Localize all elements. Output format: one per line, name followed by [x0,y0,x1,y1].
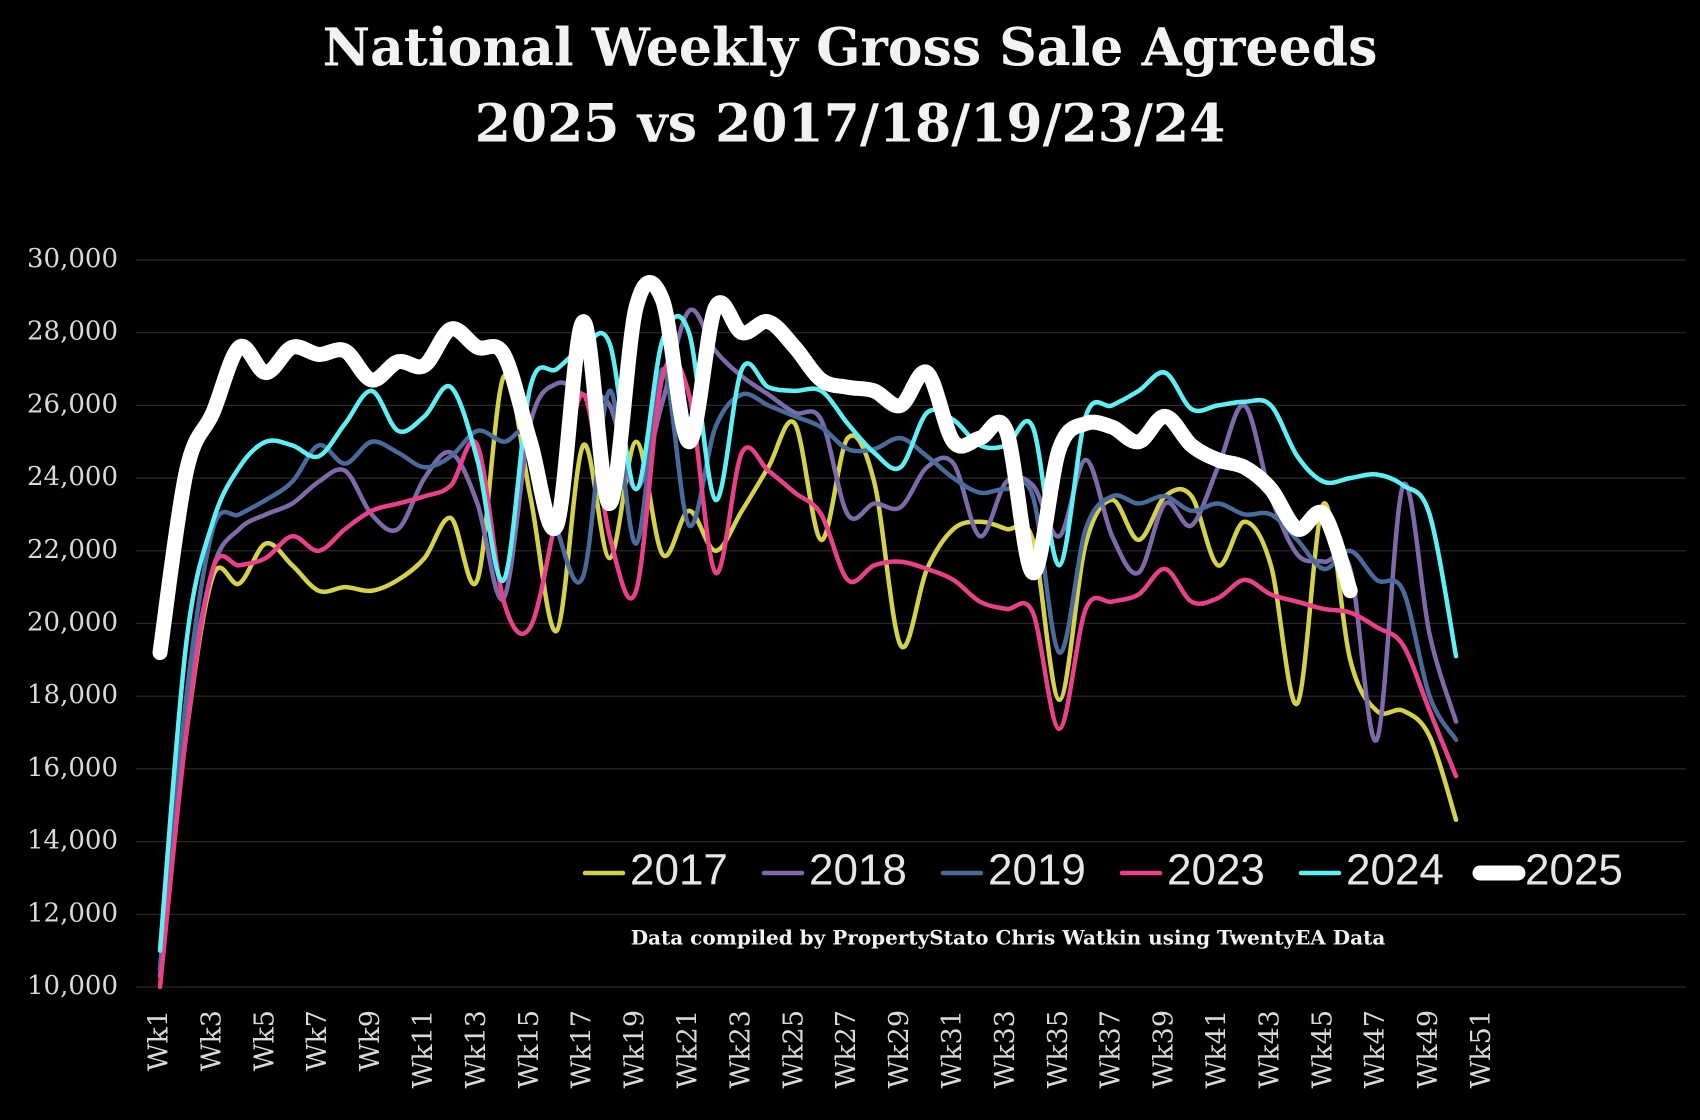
legend-label: 2017 [630,846,728,895]
x-tick-label: Wk25 [778,1010,809,1088]
x-tick-label: Wk41 [1202,1010,1233,1088]
legend-label: 2018 [809,846,907,895]
x-tick-label: Wk51 [1466,1010,1497,1088]
legend-label: 2024 [1346,846,1444,895]
chart-subtitle: 2025 vs 2017/18/19/23/24 [475,94,1226,155]
chart-title: National Weekly Gross Sale Agreeds [323,18,1378,79]
x-tick-label: Wk29 [884,1010,915,1088]
series-line [157,313,1459,953]
y-tick-label: 10,000 [27,971,118,1001]
y-tick-label: 12,000 [27,898,118,928]
y-tick-label: 30,000 [27,244,118,274]
x-tick-label: Wk47 [1360,1010,1391,1088]
x-tick-label: Wk19 [620,1010,651,1088]
series-line [157,366,1459,972]
legend-label: 2025 [1525,846,1623,895]
x-tick-label: Wk15 [514,1010,545,1088]
x-tick-label: Wk49 [1413,1010,1444,1088]
legend-label: 2019 [988,846,1086,895]
y-tick-label: 28,000 [27,317,118,347]
series-line [157,372,1459,972]
x-tick-label: Wk7 [302,1010,333,1071]
y-tick-label: 16,000 [27,753,118,783]
source-note: Data compiled by PropertyStato Chris Wat… [631,926,1386,950]
y-tick-label: 22,000 [27,535,118,565]
x-tick-label: Wk31 [937,1010,968,1088]
legend-label: 2023 [1167,846,1265,895]
y-tick-label: 24,000 [27,462,118,492]
x-tick-label: Wk45 [1307,1010,1338,1088]
y-tick-label: 14,000 [27,826,118,856]
x-tick-label: Wk23 [725,1010,756,1088]
x-tick-label: Wk3 [196,1010,227,1071]
x-tick-label: Wk43 [1254,1010,1285,1088]
y-tick-label: 20,000 [27,608,118,638]
x-tick-label: Wk39 [1149,1010,1180,1088]
series-line [152,275,1358,661]
legend: 2017 2018 2019 2023 2024 2025 [582,846,1623,895]
x-tick-label: Wk17 [567,1010,598,1088]
x-tick-label: Wk9 [355,1010,386,1071]
x-tick-label: Wk33 [990,1010,1021,1088]
x-tick-label: Wk27 [831,1010,862,1088]
x-tick-label: Wk13 [461,1010,492,1088]
x-tick-label: Wk11 [408,1010,439,1088]
x-tick-label: Wk37 [1096,1010,1127,1088]
series-line [157,356,1459,990]
x-tick-label: Wk1 [144,1010,175,1071]
x-tick-label: Wk21 [673,1010,704,1088]
x-tick-label: Wk5 [249,1010,280,1071]
x-tick-label: Wk35 [1043,1010,1074,1088]
y-tick-label: 18,000 [27,680,118,710]
y-tick-label: 26,000 [27,389,118,419]
